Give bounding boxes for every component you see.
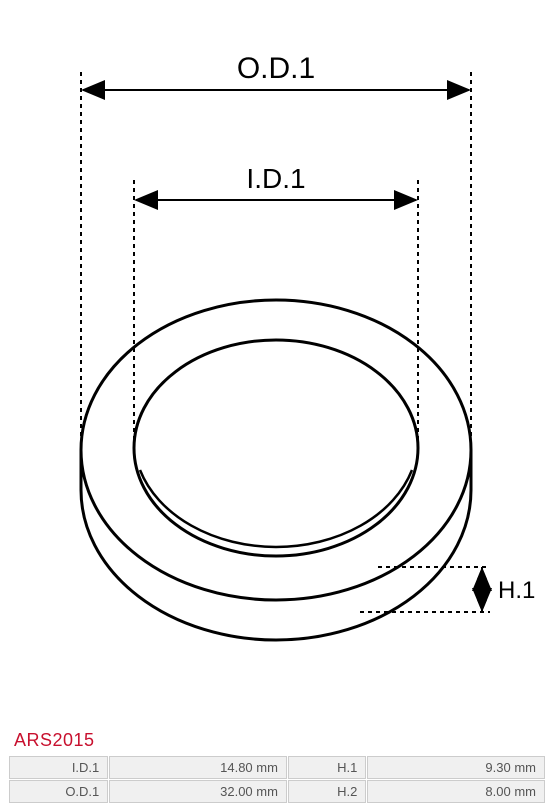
cell-h1-value: 9.30 mm bbox=[367, 756, 545, 779]
spec-table: I.D.1 14.80 mm H.1 9.30 mm O.D.1 32.00 m… bbox=[8, 755, 546, 804]
id-label: I.D.1 bbox=[246, 163, 305, 194]
cell-id1-label: I.D.1 bbox=[9, 756, 108, 779]
part-number: ARS2015 bbox=[14, 730, 95, 751]
table-row: I.D.1 14.80 mm H.1 9.30 mm bbox=[9, 756, 545, 779]
ring-inner-bottom bbox=[140, 470, 412, 547]
dimension-diagram: O.D.1 I.D.1 H.1 bbox=[0, 0, 554, 720]
h-arrow-down bbox=[477, 600, 487, 612]
od-label: O.D.1 bbox=[237, 52, 315, 85]
h-arrow-up bbox=[477, 567, 487, 579]
h-label: H.1 bbox=[498, 577, 535, 604]
cell-id1-value: 14.80 mm bbox=[109, 756, 287, 779]
ring-inner-top bbox=[134, 340, 418, 556]
cell-h1-label: H.1 bbox=[288, 756, 366, 779]
